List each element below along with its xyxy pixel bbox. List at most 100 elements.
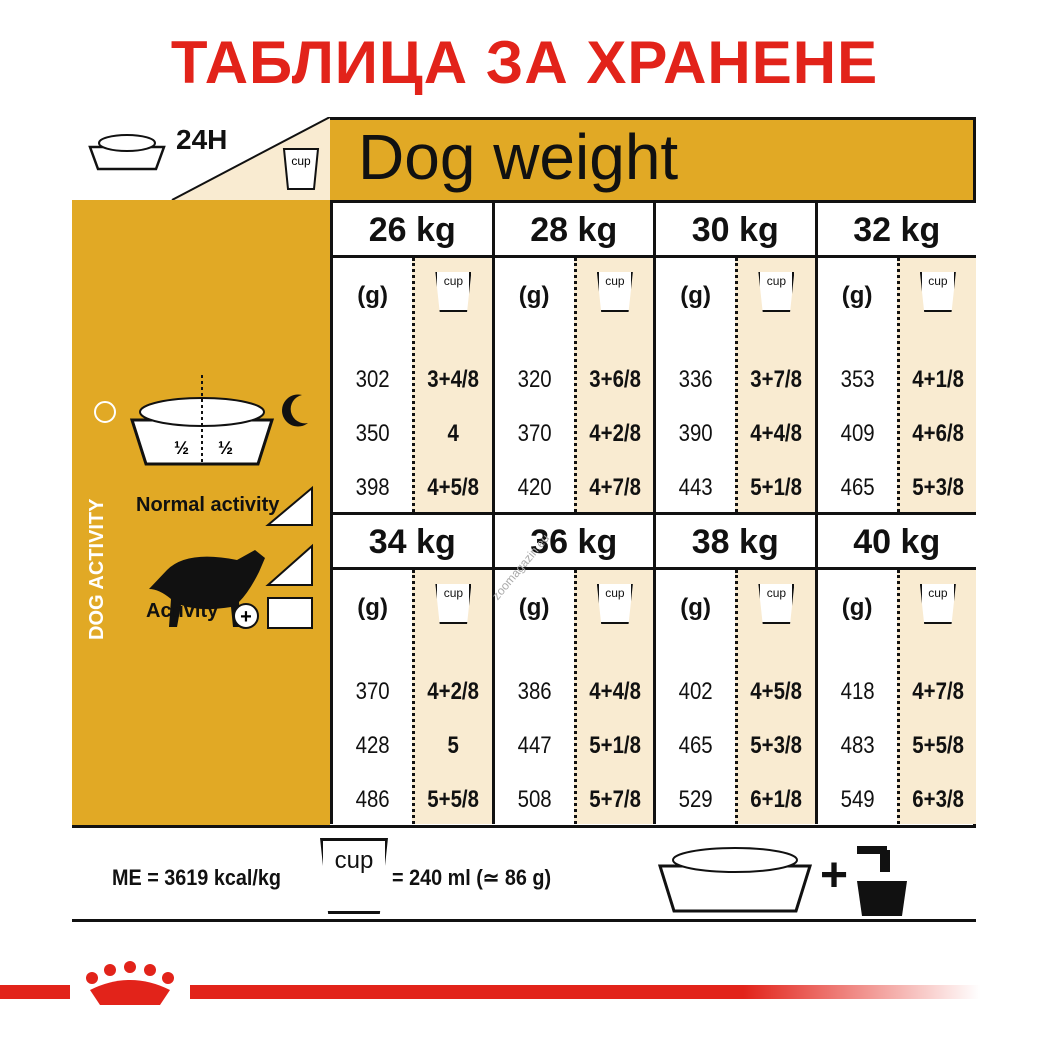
food-bowl-icon <box>88 134 166 171</box>
brand-line-left <box>0 985 70 999</box>
moon-icon <box>282 394 308 427</box>
svg-text:½: ½ <box>218 438 233 458</box>
grams-column: (g) 370 428 486 <box>333 570 413 824</box>
cup-icon: cup <box>596 584 633 624</box>
cup-icon: cup <box>758 272 795 312</box>
cup-volume: = 240 ml (≃ 86 g) <box>392 865 552 890</box>
cup-icon: cup <box>596 272 633 312</box>
grams-value: 428 <box>355 732 390 759</box>
metabolizable-energy: ME = 3619 kcal/kg <box>112 865 281 890</box>
grams-value: 386 <box>517 678 552 705</box>
cups-column: cup 4+1/8 4+6/8 5+3/8 <box>896 258 976 512</box>
cups-value: 4+6/8 <box>912 420 964 447</box>
svg-text:cup: cup <box>291 154 311 168</box>
grams-value: 549 <box>840 786 875 813</box>
weight-header: 32 kg <box>817 200 976 258</box>
cup-icon: cup <box>758 584 795 624</box>
duration-label: 24H <box>176 124 228 155</box>
cup-label: cup <box>334 847 374 874</box>
grams-value: 420 <box>517 474 552 501</box>
grams-header: (g) <box>357 282 388 309</box>
grams-header: (g) <box>680 594 711 621</box>
weight-header: 34 kg <box>333 512 492 570</box>
grams-value: 409 <box>840 420 875 447</box>
grams-column: (g) 320 370 420 <box>494 258 574 512</box>
feeding-table: 26 kg (g) 302 350 398 cup 3+4/8 4 4+5/8 28 kg (… <box>330 200 976 825</box>
grams-value: 447 <box>517 732 552 759</box>
cups-value: 5+3/8 <box>912 474 964 501</box>
grams-value: 336 <box>678 366 713 393</box>
weight-header: 36 kg <box>494 512 653 570</box>
cup-icon: cup <box>435 272 472 312</box>
weight-header: 30 kg <box>656 200 815 258</box>
cups-value: 5+5/8 <box>427 786 480 813</box>
cups-value: 4+7/8 <box>589 474 641 501</box>
cup-icon: cup <box>919 584 956 624</box>
cups-value: 4+1/8 <box>912 366 964 393</box>
grams-column: (g) 418 483 549 <box>817 570 897 824</box>
cups-column: cup 4+7/8 5+5/8 6+3/8 <box>896 570 976 824</box>
water-tap-icon <box>857 846 907 916</box>
page-title: ТАБЛИЦА ЗА ХРАНЕНЕ <box>170 29 879 96</box>
weight-header: 26 kg <box>333 200 492 258</box>
cups-column: cup 3+6/8 4+2/8 4+7/8 <box>573 258 653 512</box>
grams-value: 353 <box>840 366 875 393</box>
cups-value: 4+7/8 <box>912 678 964 705</box>
grams-value: 402 <box>678 678 713 705</box>
cup-icon: cup <box>435 584 472 624</box>
cups-value: 4+2/8 <box>427 678 480 705</box>
plus-sign: + <box>820 849 849 902</box>
weight-header: 40 kg <box>817 512 976 570</box>
plus-circle-icon: + <box>233 603 259 629</box>
cups-value: 6+3/8 <box>912 786 964 813</box>
weight-block: 28 kg (g) 320 370 420 cup 3+6/8 4+2/8 4+7/8 <box>491 200 653 512</box>
grams-value: 398 <box>355 474 390 501</box>
grams-value: 302 <box>355 366 390 393</box>
grams-value: 370 <box>517 420 552 447</box>
header-diagonal: cup <box>88 117 330 200</box>
grams-value: 483 <box>840 732 875 759</box>
dog-weight-title: Dog weight <box>358 121 679 193</box>
cups-value: 5 <box>447 732 460 759</box>
grams-value: 465 <box>678 732 713 759</box>
cups-value: 3+4/8 <box>427 366 480 393</box>
grams-header: (g) <box>518 594 550 621</box>
grams-value: 529 <box>678 786 713 813</box>
grams-column: (g) 302 350 398 <box>333 258 413 512</box>
dog-activity-label: DOG ACTIVITY <box>86 498 108 640</box>
weight-block: 40 kg (g) 418 483 549 cup 4+7/8 5+5/8 6+3/8 <box>814 512 976 824</box>
weight-block: 34 kg (g) 370 428 486 cup 4+2/8 5 5+5/8 <box>330 512 492 824</box>
grams-column: (g) 386 447 508 <box>494 570 574 824</box>
grams-value: 465 <box>840 474 875 501</box>
weight-block: 32 kg (g) 353 409 465 cup 4+1/8 4+6/8 5+3/8 <box>814 200 976 512</box>
weight-block: 26 kg (g) 302 350 398 cup 3+4/8 4 4+5/8 <box>330 200 492 512</box>
weight-header: 28 kg <box>494 200 653 258</box>
food-bowl-icon <box>657 847 813 913</box>
cups-column: cup 4+2/8 5 5+5/8 <box>412 570 492 824</box>
grams-header: (g) <box>841 594 873 621</box>
grams-header: (g) <box>841 282 873 309</box>
cups-value: 5+7/8 <box>589 786 641 813</box>
cups-value: 4+5/8 <box>750 678 803 705</box>
grams-value: 370 <box>355 678 390 705</box>
grams-value: 443 <box>678 474 713 501</box>
grams-value: 320 <box>517 366 552 393</box>
cups-value: 4+2/8 <box>589 420 641 447</box>
cups-column: cup 3+4/8 4 4+5/8 <box>412 258 492 512</box>
cups-value: 5+1/8 <box>589 732 641 759</box>
cups-value: 5+1/8 <box>750 474 803 501</box>
grams-value: 508 <box>517 786 552 813</box>
brand-line <box>190 985 980 999</box>
svg-text:+: + <box>240 606 252 628</box>
cups-value: 4+5/8 <box>427 474 480 501</box>
cups-value: 4+4/8 <box>750 420 803 447</box>
footer-info <box>72 825 976 922</box>
svg-text:½: ½ <box>174 438 189 458</box>
royal-canin-crown-logo <box>86 961 174 1005</box>
cups-value: 4+4/8 <box>589 678 641 705</box>
cups-value: 6+1/8 <box>750 786 803 813</box>
activity-label: Activity <box>146 600 219 622</box>
cups-value: 5+3/8 <box>750 732 803 759</box>
grams-column: (g) 336 390 443 <box>656 258 736 512</box>
